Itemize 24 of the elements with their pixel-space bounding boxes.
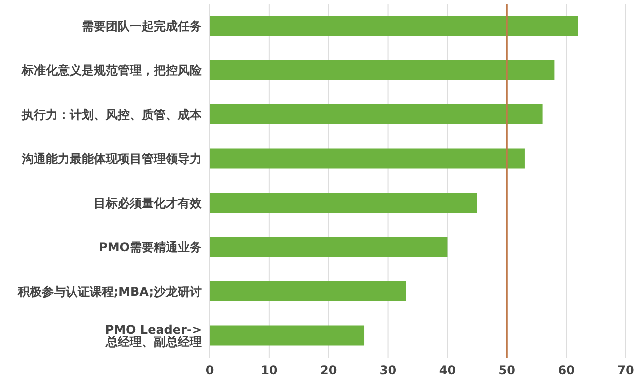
bar bbox=[210, 237, 448, 258]
y-tick-label: 沟通能力最能体现项目管理领导力 bbox=[21, 152, 202, 166]
y-tick-label: 标准化意义是规范管理，把控风险 bbox=[21, 64, 203, 78]
bar bbox=[210, 193, 478, 213]
y-tick-label: 积极参与认证课程;MBA;沙龙研讨 bbox=[16, 284, 202, 299]
y-tick-label: 目标必须量化才有效 bbox=[94, 196, 203, 210]
bar bbox=[210, 104, 543, 124]
bar bbox=[210, 148, 525, 169]
y-tick-label: 执行力：计划、风控、质管、成本 bbox=[21, 108, 203, 122]
x-tick-label: 10 bbox=[261, 364, 278, 378]
x-tick-label: 60 bbox=[558, 364, 575, 378]
y-tick-label: PMO Leader-> 总经理、副总经理 bbox=[105, 323, 202, 350]
x-tick-label: 50 bbox=[498, 364, 516, 378]
x-tick-label: 70 bbox=[618, 364, 634, 378]
bar bbox=[210, 16, 578, 36]
x-tick-label: 30 bbox=[380, 364, 397, 378]
y-tick-label: 需要团队一起完成任务 bbox=[82, 19, 202, 34]
x-tick-label: 40 bbox=[439, 364, 456, 378]
x-tick-label: 20 bbox=[320, 364, 338, 378]
y-tick-label: PMO需要精通业务 bbox=[99, 240, 202, 255]
bar bbox=[210, 326, 365, 346]
bar bbox=[210, 282, 406, 302]
bar bbox=[210, 60, 555, 80]
x-tick-label: 0 bbox=[206, 364, 214, 378]
